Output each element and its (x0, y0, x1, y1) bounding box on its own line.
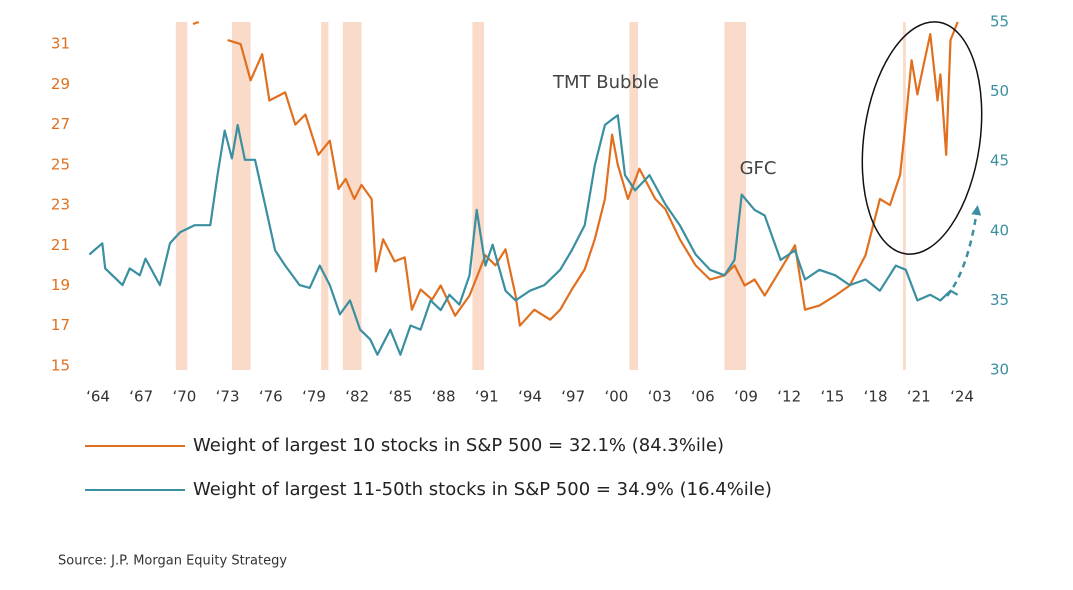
x-tick-label: ‘97 (561, 388, 585, 406)
x-tick-label: ‘91 (475, 388, 499, 406)
x-tick-label: ‘76 (259, 388, 283, 406)
annotation: GFC (740, 158, 777, 179)
x-tick-label: ‘67 (129, 388, 153, 406)
trend-arrow (946, 205, 982, 297)
x-tick-label: ‘15 (820, 388, 844, 406)
x-tick-label: ‘85 (388, 388, 412, 406)
x-tick-label: ‘94 (518, 388, 542, 406)
y-tick-label: 15 (51, 356, 70, 374)
x-tick-label: ‘00 (604, 388, 628, 406)
shaded-period (629, 22, 638, 370)
series-line (88, 114, 959, 356)
x-tick-label: ‘82 (345, 388, 369, 406)
axes: 15 17 19 21 23 25 27 29 31 30 35 40 45 50 55 ‘64 ‘67 ‘70 ‘… (51, 13, 1009, 406)
y2-tick-label: 45 (990, 152, 1009, 170)
y2-tick-label: 40 (990, 221, 1009, 239)
shaded-period (902, 22, 906, 370)
y2-tick-label: 50 (990, 82, 1009, 100)
shaded-period (472, 22, 484, 370)
x-tick-label: ‘24 (950, 388, 974, 406)
x-tick-label: ‘21 (907, 388, 931, 406)
x-tick-label: ‘79 (302, 388, 326, 406)
shaded-period (231, 22, 251, 370)
annotation: TMT Bubble (552, 72, 659, 93)
legend-label: Weight of largest 11-50th stocks in S&P … (193, 479, 772, 500)
x-tick-label: ‘70 (172, 388, 196, 406)
x-tick-label: ‘73 (216, 388, 240, 406)
shaded-period (724, 22, 746, 370)
x-tick-label: ‘12 (777, 388, 801, 406)
legend: Weight of largest 10 stocks in S&P 500 =… (85, 435, 772, 500)
highlight-ellipse (861, 21, 983, 255)
y-tick-label: 29 (51, 75, 70, 93)
shaded-periods (175, 22, 906, 370)
y-tick-label: 23 (51, 196, 70, 214)
x-tick-label: ‘88 (432, 388, 456, 406)
series-line (192, 20, 959, 327)
x-tick-label: ‘03 (648, 388, 672, 406)
y2-tick-label: 55 (990, 13, 1009, 31)
source: Source: J.P. Morgan Equity Strategy (58, 554, 287, 569)
x-tick-label: ‘06 (691, 388, 715, 406)
y-tick-label: 25 (51, 155, 70, 173)
y-tick-label: 21 (51, 236, 70, 254)
x-tick-label: ‘09 (734, 388, 758, 406)
x-tick-label: ‘18 (864, 388, 888, 406)
y-tick-label: 19 (51, 276, 70, 294)
shaded-period (321, 22, 329, 370)
y-tick-label: 31 (51, 35, 70, 53)
y2-tick-label: 30 (990, 361, 1009, 379)
shaded-period (175, 22, 188, 370)
legend-label: Weight of largest 10 stocks in S&P 500 =… (193, 435, 724, 456)
lines (88, 20, 959, 356)
y-tick-label: 27 (51, 115, 70, 133)
y2-tick-label: 35 (990, 291, 1009, 309)
x-tick-label: ‘64 (86, 388, 110, 406)
y-tick-label: 17 (51, 316, 70, 334)
